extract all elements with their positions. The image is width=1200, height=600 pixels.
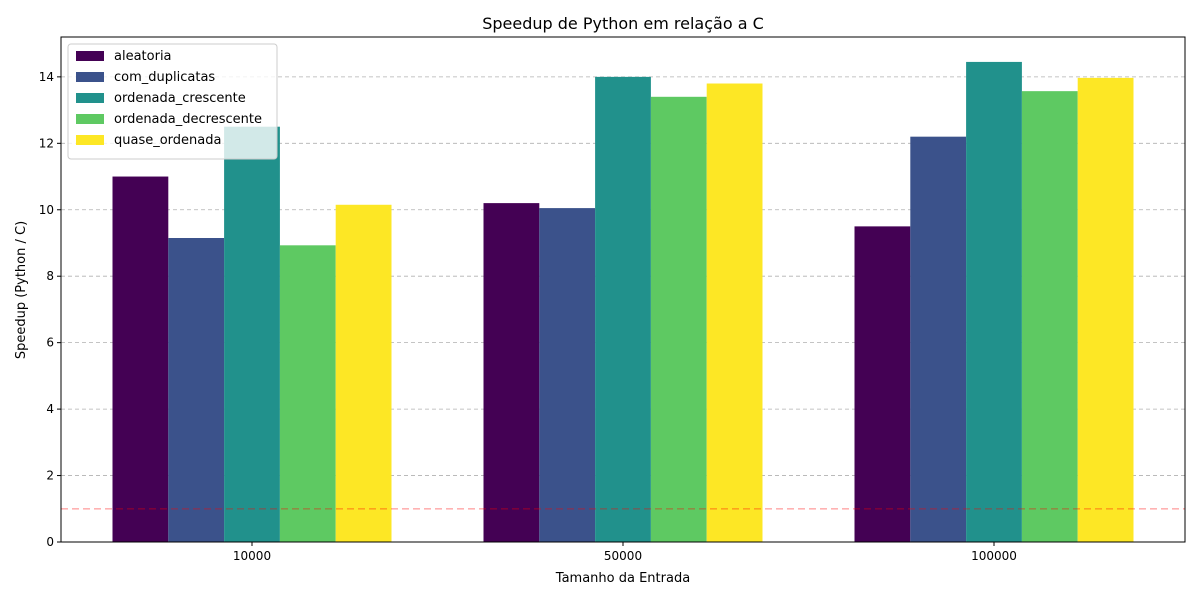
legend-label-aleatoria: aleatoria — [114, 49, 172, 64]
legend-swatch-ordenada_crescente — [76, 93, 104, 103]
legend-label-com_duplicatas: com_duplicatas — [114, 70, 215, 85]
chart-title: Speedup de Python em relação a C — [482, 14, 764, 33]
bar-aleatoria-10000 — [112, 176, 169, 542]
bar-quase_ordenada-50000 — [706, 83, 763, 543]
legend-swatch-com_duplicatas — [76, 72, 104, 82]
bar-ordenada_crescente-10000 — [224, 126, 280, 542]
y-tick-label: 4 — [46, 402, 54, 416]
bar-com_duplicatas-50000 — [539, 208, 596, 542]
y-axis-ticks: 0 2 4 6 8 10 12 14 — [39, 70, 61, 549]
bar-aleatoria-100000 — [854, 226, 911, 542]
bar-com_duplicatas-100000 — [910, 136, 967, 542]
y-tick-label: 6 — [46, 336, 54, 350]
x-axis-label: Tamanho da Entrada — [555, 571, 690, 586]
bar-ordenada_crescente-100000 — [966, 61, 1022, 543]
y-tick-label: 8 — [46, 269, 54, 283]
bar-quase_ordenada-100000 — [1077, 77, 1134, 542]
legend-swatch-ordenada_decrescente — [76, 114, 104, 124]
y-axis-label: Speedup (Python / C) — [14, 221, 29, 359]
legend-label-quase_ordenada: quase_ordenada — [114, 133, 221, 148]
x-tick-label: 50000 — [604, 549, 642, 563]
y-tick-label: 14 — [39, 70, 54, 84]
bar-ordenada_decrescente-10000 — [279, 245, 336, 542]
legend-label-ordenada_crescente: ordenada_crescente — [114, 91, 246, 106]
legend: aleatoria com_duplicatas ordenada_crescent… — [67, 43, 278, 160]
x-tick-label: 100000 — [971, 549, 1017, 563]
x-axis-ticks: 10000 50000 100000 — [233, 542, 1017, 563]
bar-ordenada_decrescente-50000 — [650, 96, 707, 542]
bar-ordenada_decrescente-100000 — [1021, 91, 1078, 542]
legend-swatch-quase_ordenada — [76, 135, 104, 145]
bar-com_duplicatas-10000 — [168, 238, 225, 542]
y-tick-label: 0 — [46, 535, 54, 549]
bar-aleatoria-50000 — [483, 203, 540, 543]
y-tick-label: 10 — [39, 203, 54, 217]
legend-swatch-aleatoria — [76, 51, 104, 61]
bar-ordenada_crescente-50000 — [595, 76, 651, 543]
bar-quase_ordenada-10000 — [335, 204, 392, 542]
y-tick-label: 2 — [46, 469, 54, 483]
bars — [112, 61, 1134, 543]
y-tick-label: 12 — [39, 136, 54, 150]
legend-label-ordenada_decrescente: ordenada_decrescente — [114, 112, 262, 127]
legend-box — [67, 43, 278, 160]
x-tick-label: 10000 — [233, 549, 271, 563]
